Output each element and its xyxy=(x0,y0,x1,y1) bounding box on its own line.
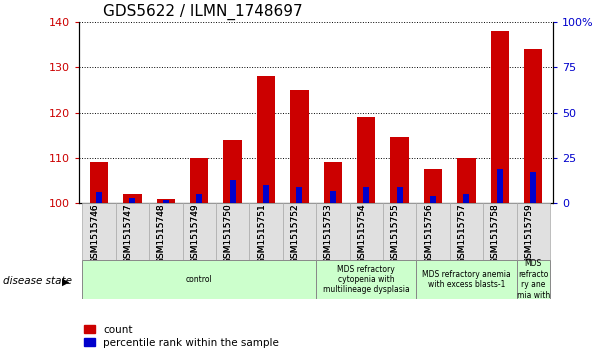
Bar xyxy=(517,203,550,260)
Bar xyxy=(82,260,316,299)
Bar xyxy=(82,203,116,260)
Bar xyxy=(416,203,450,260)
Bar xyxy=(130,198,136,203)
Bar xyxy=(216,203,249,260)
Bar xyxy=(297,187,302,203)
Bar xyxy=(430,196,436,203)
Bar xyxy=(316,260,416,299)
Text: GSM1515749: GSM1515749 xyxy=(190,203,199,264)
Text: GSM1515753: GSM1515753 xyxy=(324,203,333,264)
Bar xyxy=(517,260,550,299)
Bar xyxy=(316,203,350,260)
Bar xyxy=(290,90,309,203)
Text: GSM1515758: GSM1515758 xyxy=(491,203,500,264)
Text: GSM1515758: GSM1515758 xyxy=(491,203,500,264)
Bar xyxy=(190,158,209,203)
Bar xyxy=(463,194,469,203)
Bar xyxy=(149,203,182,260)
Text: GSM1515752: GSM1515752 xyxy=(291,203,300,264)
Bar xyxy=(497,169,503,203)
Text: GSM1515747: GSM1515747 xyxy=(123,203,133,264)
Text: GSM1515756: GSM1515756 xyxy=(424,203,433,264)
Bar xyxy=(230,180,236,203)
Text: GSM1515756: GSM1515756 xyxy=(424,203,433,264)
Text: MDS refractory
cytopenia with
multilineage dysplasia: MDS refractory cytopenia with multilinea… xyxy=(323,265,410,294)
Text: GSM1515748: GSM1515748 xyxy=(157,203,166,264)
Bar xyxy=(157,199,175,203)
Text: control: control xyxy=(186,275,213,284)
Bar xyxy=(249,203,283,260)
Bar xyxy=(363,187,369,203)
Bar xyxy=(530,172,536,203)
Bar xyxy=(96,192,102,203)
Text: disease state: disease state xyxy=(3,276,72,286)
Text: GSM1515751: GSM1515751 xyxy=(257,203,266,264)
Text: GSM1515750: GSM1515750 xyxy=(224,203,233,264)
Text: MDS
refracto
ry ane
mia with: MDS refracto ry ane mia with xyxy=(517,260,550,299)
Bar xyxy=(357,117,375,203)
Text: GSM1515755: GSM1515755 xyxy=(391,203,399,264)
Text: GSM1515752: GSM1515752 xyxy=(291,203,300,264)
Text: GDS5622 / ILMN_1748697: GDS5622 / ILMN_1748697 xyxy=(103,4,302,20)
Bar xyxy=(90,163,108,203)
Bar xyxy=(283,203,316,260)
Bar xyxy=(390,138,409,203)
Bar xyxy=(450,203,483,260)
Bar xyxy=(163,200,169,203)
Bar xyxy=(416,260,517,299)
Text: GSM1515753: GSM1515753 xyxy=(324,203,333,264)
Text: GSM1515750: GSM1515750 xyxy=(224,203,233,264)
Text: GSM1515751: GSM1515751 xyxy=(257,203,266,264)
Bar xyxy=(383,203,416,260)
Text: ▶: ▶ xyxy=(63,276,70,286)
Text: GSM1515748: GSM1515748 xyxy=(157,203,166,264)
Bar xyxy=(457,158,475,203)
Text: GSM1515759: GSM1515759 xyxy=(524,203,533,264)
Legend: count, percentile rank within the sample: count, percentile rank within the sample xyxy=(85,325,279,348)
Bar xyxy=(424,169,442,203)
Text: GSM1515757: GSM1515757 xyxy=(457,203,466,264)
Text: GSM1515759: GSM1515759 xyxy=(524,203,533,264)
Bar xyxy=(350,203,383,260)
Bar xyxy=(257,76,275,203)
Text: MDS refractory anemia
with excess blasts-1: MDS refractory anemia with excess blasts… xyxy=(422,270,511,289)
Bar xyxy=(182,203,216,260)
Bar xyxy=(323,163,342,203)
Bar xyxy=(396,187,402,203)
Bar xyxy=(196,194,202,203)
Text: GSM1515754: GSM1515754 xyxy=(358,203,366,264)
Text: GSM1515755: GSM1515755 xyxy=(391,203,399,264)
Bar xyxy=(224,140,242,203)
Bar xyxy=(123,194,142,203)
Bar xyxy=(330,191,336,203)
Text: GSM1515746: GSM1515746 xyxy=(90,203,99,264)
Text: GSM1515754: GSM1515754 xyxy=(358,203,366,264)
Bar xyxy=(263,185,269,203)
Bar xyxy=(483,203,517,260)
Bar xyxy=(524,49,542,203)
Text: GSM1515747: GSM1515747 xyxy=(123,203,133,264)
Text: GSM1515746: GSM1515746 xyxy=(90,203,99,264)
Text: GSM1515749: GSM1515749 xyxy=(190,203,199,264)
Bar xyxy=(116,203,149,260)
Text: GSM1515757: GSM1515757 xyxy=(457,203,466,264)
Bar xyxy=(491,31,509,203)
